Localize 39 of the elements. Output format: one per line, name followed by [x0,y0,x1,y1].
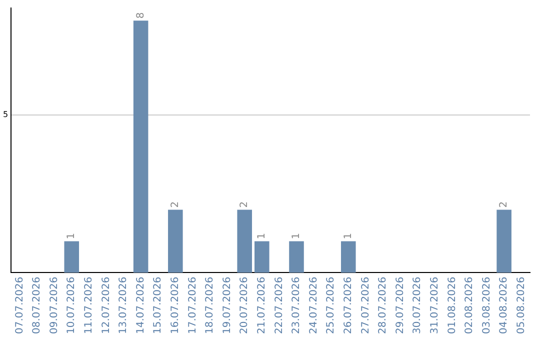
x-tick-label: 25.07.2026 [326,276,337,334]
y-tick-label: 5 [2,110,8,120]
x-tick-label: 05.08.2026 [516,276,527,334]
x-tick-label: 27.07.2026 [360,276,372,334]
data-label: 2 [170,201,182,208]
x-tick-label: 13.07.2026 [118,276,130,334]
x-tick-label: 12.07.2026 [100,276,112,334]
data-label: 1 [291,232,302,240]
data-label: 1 [342,232,354,240]
x-tick-label: 08.07.2026 [32,276,43,334]
x-tick-label: 16.07.2026 [170,276,182,334]
x-tick-label: 20.07.2026 [239,276,250,334]
x-tick-label: 28.07.2026 [378,276,389,334]
x-tick-label: 15.07.2026 [152,276,164,334]
x-tick-label: 19.07.2026 [222,276,233,334]
x-tick-label: 07.07.2026 [14,276,26,334]
x-tick-label: 17.07.2026 [187,276,198,334]
data-label: 2 [239,201,250,208]
x-tick-label: 29.07.2026 [394,276,406,334]
x-tick-label: 30.07.2026 [412,276,424,334]
data-label: 8 [135,12,146,19]
data-label: 1 [256,232,268,240]
x-tick-label: 21.07.2026 [256,276,268,334]
x-tick-label: 24.07.2026 [308,276,320,334]
x-tick-label: 31.07.2026 [429,276,440,334]
x-tick-label: 11.07.2026 [84,276,95,334]
data-label: 1 [66,232,78,240]
x-tick-label: 04.08.2026 [498,276,510,334]
x-tick-label: 18.07.2026 [204,276,216,334]
x-tick-label: 22.07.2026 [274,276,285,334]
x-tick-label: 02.08.2026 [464,276,476,334]
data-label: 2 [498,201,510,208]
x-tick-label: 14.07.2026 [135,276,146,334]
x-tick-label: 23.07.2026 [291,276,302,334]
x-tick-label: 26.07.2026 [342,276,354,334]
x-tick-label: 09.07.2026 [48,276,60,334]
x-tick-label: 01.08.2026 [446,276,458,334]
x-tick-label: 10.07.2026 [66,276,78,334]
x-tick-label: 03.08.2026 [481,276,492,334]
